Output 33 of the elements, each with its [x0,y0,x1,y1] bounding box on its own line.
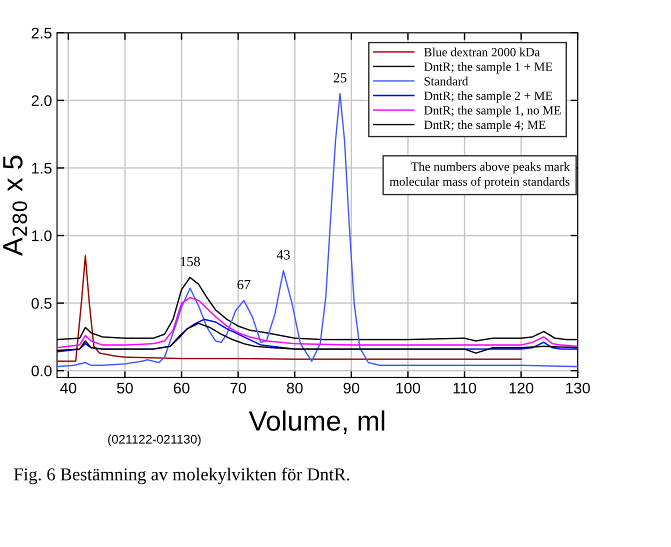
legend-label: Standard [424,76,468,86]
x-tick-label: 80 [286,382,303,394]
y-tick-label: 2.0 [32,95,52,106]
y-tick-label: 0.0 [32,366,52,376]
line-series [57,92,578,368]
y-tick-label: 0.5 [32,298,52,309]
legend-label: DntR; the sample 2 + ME [424,91,552,103]
line-series [57,297,578,348]
annotation: 67 [237,280,250,290]
y-tick-label: 1.0 [32,230,52,242]
text: (021122-021130) [108,434,201,446]
annotation: 158 [180,256,200,266]
x-tick-label: 130 [566,382,590,394]
x-tick-label: 50 [117,382,133,394]
x-tick-label: 70 [230,382,246,394]
x-tick-label: 90 [344,382,360,394]
x-tick-label: 100 [396,382,420,394]
legend-label: DntR; the sample 1, no ME [424,106,561,118]
annotation: 25 [334,73,346,82]
x-tick-label: 110 [454,382,476,394]
x-axis-title: Volume, ml [248,410,384,434]
caption: Fig. 6 Bestämning av molekylvikten för DntR. [14,468,350,484]
annotation: 43 [276,250,290,260]
legend-label: Blue dextran 2000 kDa [424,48,540,56]
y-tick-label: 2.5 [32,28,52,39]
x-tick-label: 60 [174,382,190,394]
annotation: The numbers above peaks mark molecular mass of protein standards [390,162,570,188]
legend-label: DntR; the sample 1 + ME [424,62,552,74]
y-axis-title: A$_{280}$ x 5 [3,156,28,256]
x-tick-label: 40 [60,382,76,394]
x-tick-label: 120 [510,382,534,394]
legend-label: DntR; the sample 4; ME [424,120,546,132]
y-tick-label: 1.5 [32,162,52,174]
